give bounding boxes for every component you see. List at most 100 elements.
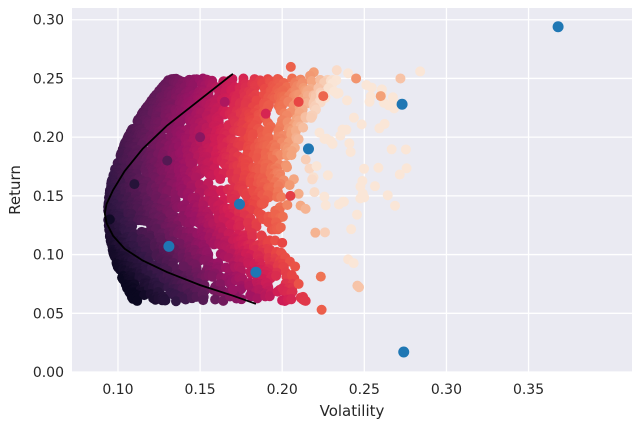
- portfolio-point: [235, 140, 246, 151]
- portfolio-point: [331, 65, 342, 76]
- portfolio-point: [219, 96, 230, 107]
- portfolio-point: [395, 73, 406, 84]
- portfolio-point: [285, 61, 296, 72]
- portfolio-point: [316, 304, 327, 315]
- portfolio-point: [227, 284, 238, 295]
- asset-points: [163, 21, 564, 358]
- y-tick-label: 0.30: [33, 13, 64, 29]
- asset-point: [163, 240, 175, 252]
- portfolio-point: [315, 271, 326, 282]
- portfolio-point: [277, 237, 288, 248]
- portfolio-point: [386, 144, 397, 155]
- tick-labels: 0.10 0.15 0.20 0.25 0.30 0.35 0.00 0.05 0.10 0.15…: [33, 13, 544, 398]
- portfolio-point: [309, 187, 320, 198]
- portfolio-point: [298, 122, 309, 133]
- portfolio-point: [293, 188, 304, 199]
- portfolio-point: [284, 180, 295, 191]
- y-tick-label: 0.00: [33, 365, 64, 381]
- portfolio-point: [359, 163, 370, 174]
- portfolio-point: [318, 91, 329, 102]
- portfolio-point: [285, 190, 296, 201]
- y-axis-label: Return: [6, 165, 24, 215]
- portfolio-point: [293, 278, 304, 289]
- portfolio-point: [290, 261, 301, 272]
- x-tick-label: 0.30: [431, 382, 462, 398]
- portfolio-point: [307, 174, 318, 185]
- portfolio-point: [215, 174, 226, 185]
- portfolio-point: [322, 170, 333, 181]
- portfolio-point: [364, 96, 375, 107]
- portfolio-point: [415, 66, 426, 77]
- portfolio-point: [319, 227, 330, 238]
- x-tick-label: 0.15: [185, 382, 216, 398]
- portfolio-point: [319, 191, 330, 202]
- portfolio-point: [369, 181, 380, 192]
- portfolio-point: [366, 82, 377, 93]
- portfolio-point: [275, 222, 286, 233]
- portfolio-point: [348, 112, 359, 123]
- portfolio-point: [300, 203, 311, 214]
- y-tick-label: 0.15: [33, 189, 64, 205]
- portfolio-point: [160, 295, 171, 306]
- portfolio-point: [276, 191, 287, 202]
- portfolio-point: [327, 138, 338, 149]
- portfolio-point: [344, 138, 355, 149]
- x-tick-label: 0.25: [349, 382, 380, 398]
- y-tick-label: 0.20: [33, 130, 64, 146]
- portfolio-point: [346, 224, 357, 235]
- portfolio-point: [258, 198, 269, 209]
- portfolio-point: [351, 209, 362, 220]
- portfolio-point: [394, 169, 405, 180]
- portfolio-point: [264, 291, 275, 302]
- portfolio-point: [310, 227, 321, 238]
- portfolio-point: [342, 95, 353, 106]
- asset-point: [250, 266, 262, 278]
- portfolio-point: [132, 295, 143, 306]
- portfolio-point: [282, 199, 293, 210]
- portfolio-point: [306, 112, 317, 123]
- portfolio-point: [374, 123, 385, 134]
- portfolio-point: [252, 293, 263, 304]
- y-tick-label: 0.25: [33, 71, 64, 87]
- portfolio-point: [390, 200, 401, 211]
- x-tick-label: 0.20: [267, 382, 298, 398]
- portfolio-point: [282, 162, 293, 173]
- portfolio-point: [235, 220, 246, 231]
- portfolio-point: [260, 108, 271, 119]
- portfolio-point: [286, 294, 297, 305]
- asset-point: [302, 143, 314, 155]
- portfolio-point: [343, 68, 354, 79]
- portfolio-point: [300, 154, 311, 165]
- portfolio-point: [356, 119, 367, 130]
- portfolio-point: [335, 130, 346, 141]
- portfolio-point: [375, 91, 386, 102]
- y-tick-label: 0.05: [33, 306, 64, 322]
- portfolio-point: [293, 96, 304, 107]
- asset-point: [398, 346, 410, 358]
- portfolio-point: [207, 271, 218, 282]
- asset-point: [552, 21, 564, 33]
- portfolio-point: [271, 270, 282, 281]
- portfolio-point: [401, 163, 412, 174]
- portfolio-point: [320, 200, 331, 211]
- portfolio-point: [400, 144, 411, 155]
- portfolio-point: [300, 295, 311, 306]
- portfolio-point: [104, 214, 115, 225]
- portfolio-point: [351, 73, 362, 84]
- portfolio-point: [293, 134, 304, 145]
- portfolio-point: [373, 162, 384, 173]
- efficient-frontier: [103, 73, 257, 305]
- portfolio-point: [162, 155, 173, 166]
- portfolio-point: [171, 296, 182, 307]
- frontier-line: [103, 73, 257, 305]
- portfolio-point: [338, 196, 349, 207]
- asset-point: [234, 198, 246, 210]
- portfolio-point: [277, 211, 288, 222]
- portfolio-point: [286, 150, 297, 161]
- x-tick-label: 0.10: [102, 382, 133, 398]
- portfolio-point: [306, 76, 317, 87]
- portfolio-point: [333, 88, 344, 99]
- portfolio-point: [210, 294, 221, 305]
